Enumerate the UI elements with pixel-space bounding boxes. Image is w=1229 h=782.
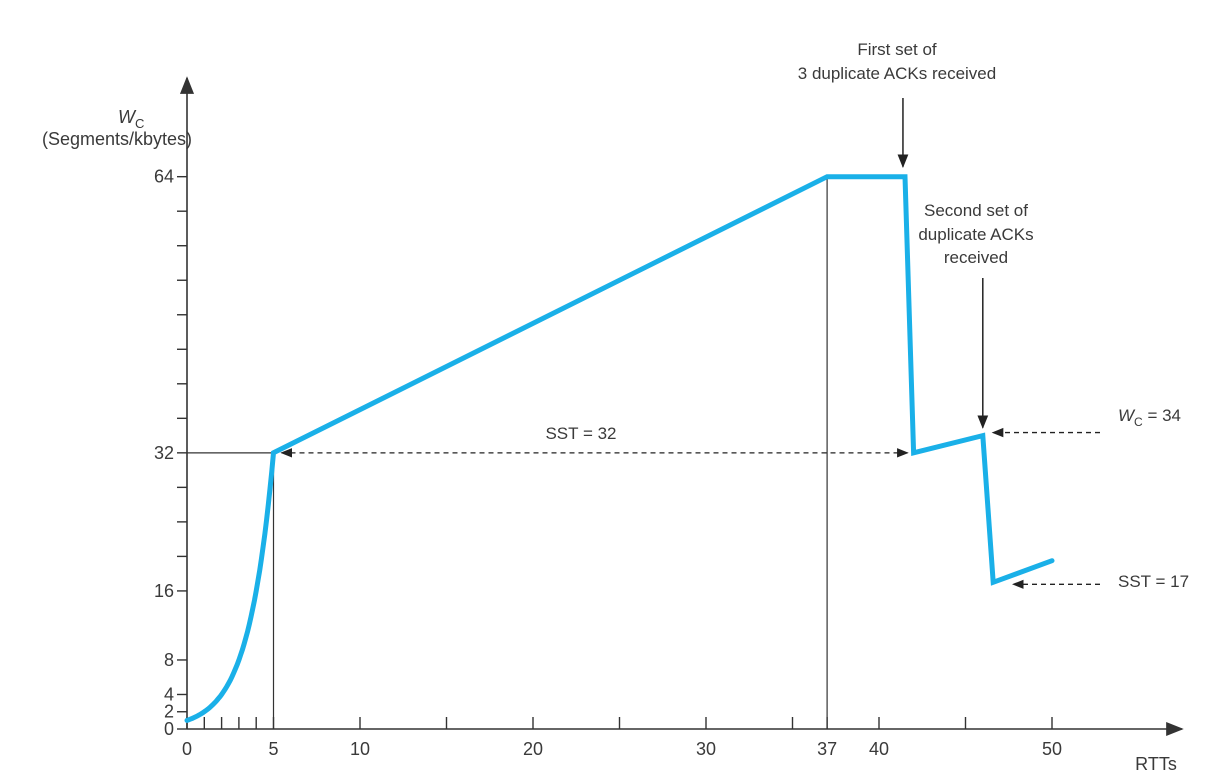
minor-ticks <box>177 210 967 729</box>
x-tick-label: 0 <box>182 739 192 759</box>
congestion-window-line <box>184 174 1055 723</box>
first-dup-label-line1: First set of <box>857 40 937 59</box>
y-tick-label: 0 <box>164 719 174 739</box>
x-tick-label: 50 <box>1042 739 1062 759</box>
y-tick-label: 8 <box>164 650 174 670</box>
x-tick-label: 10 <box>350 739 370 759</box>
y-tick-label: 2 <box>164 702 174 722</box>
second-dup-label-line2: duplicate ACKs <box>918 225 1033 244</box>
wc34-label-subscript: C <box>1134 415 1143 429</box>
x-tick-label: 5 <box>268 739 278 759</box>
wc34-label-value: = 34 <box>1143 406 1181 425</box>
y-axis-label: WC <box>118 107 144 131</box>
sst17-label: SST = 17 <box>1118 572 1189 591</box>
x-tick-label: 20 <box>523 739 543 759</box>
sst32-label: SST = 32 <box>545 424 616 443</box>
x-axis-label: RTTs <box>1135 754 1177 774</box>
x-tick-label: 30 <box>696 739 716 759</box>
y-axis-label-subscript: C <box>135 116 144 131</box>
y-tick-label: 4 <box>164 684 174 704</box>
x-tick-label: 37 <box>817 739 837 759</box>
second-dup-label-line3: received <box>944 248 1008 267</box>
x-tick-label: 40 <box>869 739 889 759</box>
first-dup-label-line2: 3 duplicate ACKs received <box>798 64 996 83</box>
x-ticks: 0 5 10 20 30 37 40 50 <box>182 717 1062 759</box>
wc34-label: WC = 34 <box>1118 406 1181 429</box>
y-tick-label: 16 <box>154 581 174 601</box>
y-tick-label: 64 <box>154 167 174 187</box>
y-axis-units: (Segments/kbytes) <box>42 129 192 149</box>
second-dup-label-line1: Second set of <box>924 201 1028 220</box>
y-ticks: 024 8 16 32 64 <box>154 167 187 739</box>
y-tick-label: 32 <box>154 443 174 463</box>
